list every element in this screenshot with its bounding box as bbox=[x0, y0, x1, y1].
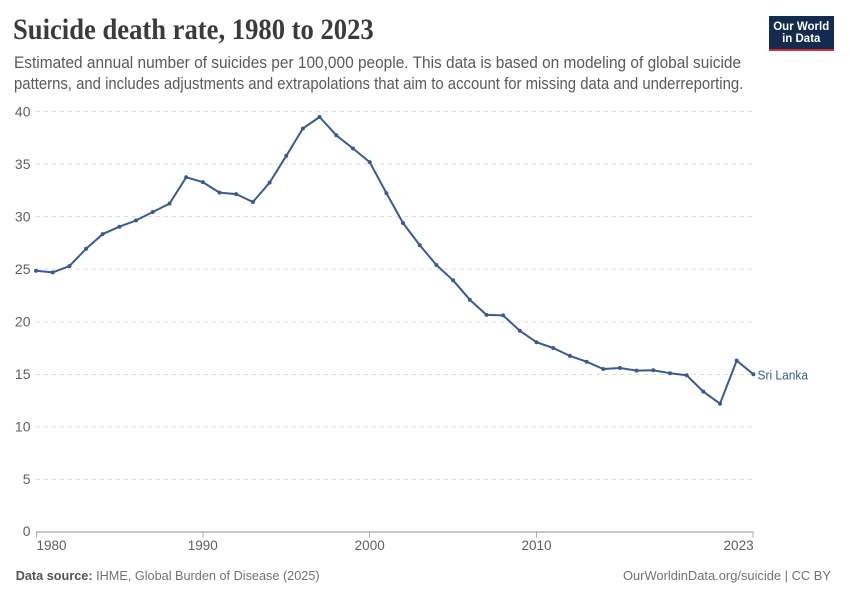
svg-text:35: 35 bbox=[15, 156, 31, 172]
svg-text:30: 30 bbox=[15, 209, 31, 225]
svg-text:15: 15 bbox=[15, 366, 31, 382]
svg-text:2000: 2000 bbox=[355, 538, 385, 553]
svg-text:1980: 1980 bbox=[37, 538, 67, 553]
svg-text:Sri Lanka: Sri Lanka bbox=[758, 368, 809, 383]
svg-text:5: 5 bbox=[23, 471, 31, 487]
svg-text:25: 25 bbox=[15, 261, 31, 277]
svg-text:10: 10 bbox=[15, 419, 31, 435]
svg-text:40: 40 bbox=[15, 104, 31, 120]
svg-text:2010: 2010 bbox=[521, 538, 551, 553]
svg-text:2023: 2023 bbox=[724, 538, 754, 553]
svg-text:1990: 1990 bbox=[188, 538, 218, 553]
svg-text:20: 20 bbox=[15, 314, 31, 330]
svg-text:0: 0 bbox=[23, 523, 31, 539]
